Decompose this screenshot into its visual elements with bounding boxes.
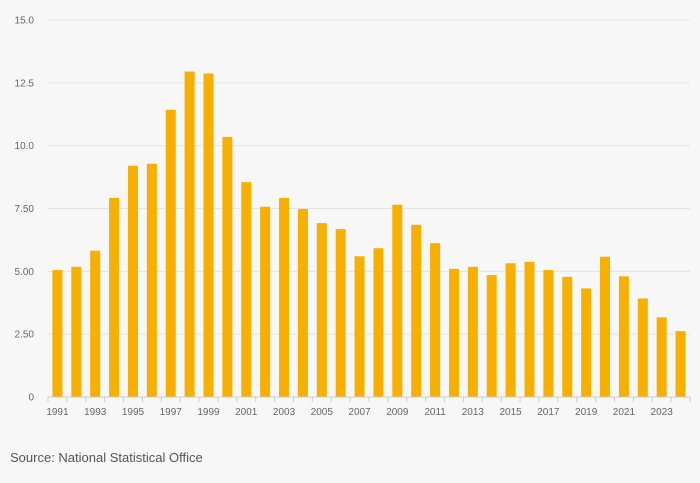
bar-2010 [411, 224, 422, 397]
bar-2021 [618, 276, 629, 397]
bar-2008 [373, 248, 384, 397]
x-tick-label: 2001 [235, 407, 258, 418]
bar-1993 [90, 250, 101, 397]
x-tick-label: 2009 [386, 407, 409, 418]
y-axis-tick-labels: 0 2.50 5.00 7.50 10.0 12.5 15.0 [15, 16, 35, 404]
x-tick-label: 2007 [348, 407, 371, 418]
bar-1999 [203, 73, 214, 397]
bar-2003 [279, 197, 290, 397]
bar-1998 [184, 71, 195, 398]
x-tick-label: 1999 [197, 407, 220, 418]
y-tick-label: 15.0 [15, 16, 35, 27]
x-tick-label: 2011 [424, 407, 446, 418]
bar-2016 [524, 261, 535, 397]
bar-2012 [448, 268, 459, 397]
y-tick-label: 7.50 [15, 204, 35, 215]
bar-1992 [71, 266, 82, 397]
y-tick-label: 5.00 [15, 267, 35, 278]
bar-2006 [335, 229, 346, 397]
bar-2018 [562, 276, 573, 397]
bar-2005 [316, 223, 327, 397]
gridlines [48, 19, 690, 335]
x-tick-label: 2019 [575, 407, 598, 418]
bar-2009 [392, 204, 403, 397]
bar-2002 [260, 206, 271, 397]
bar-2000 [222, 136, 233, 397]
bar-2014 [486, 275, 497, 397]
bar-2019 [581, 288, 592, 397]
bar-1991 [52, 270, 63, 397]
bar-2023 [656, 317, 667, 397]
bar-2020 [600, 256, 611, 397]
x-tick-label: 2015 [499, 407, 522, 418]
bar-2013 [467, 266, 478, 397]
bar-1996 [146, 163, 157, 397]
x-tick-label: 1991 [46, 407, 69, 418]
x-tick-label: 2017 [537, 407, 560, 418]
x-tick-label: 1993 [84, 407, 107, 418]
bar-2022 [637, 298, 648, 397]
x-tick-label: 1995 [122, 407, 145, 418]
x-tick-label: 2021 [613, 407, 636, 418]
x-axis-ticks: 1991 1993 1995 1997 1999 2001 2003 2005 2007 2009… [46, 397, 691, 418]
y-tick-label: 10.0 [15, 141, 35, 152]
bar-2001 [241, 182, 252, 397]
x-tick-label: 2013 [462, 407, 485, 418]
y-tick-label: 0 [28, 393, 34, 404]
bar-1997 [165, 109, 176, 397]
bars [52, 71, 686, 398]
y-tick-label: 12.5 [15, 78, 35, 89]
bar-2004 [297, 209, 308, 397]
bar-2007 [354, 256, 365, 397]
bar-1995 [127, 165, 138, 397]
x-tick-label: 2003 [273, 407, 296, 418]
source-note: Source: National Statistical Office [10, 450, 203, 465]
y-tick-label: 2.50 [15, 330, 35, 341]
bar-1994 [109, 197, 120, 397]
bar-2015 [505, 263, 516, 397]
bar-2024 [675, 331, 686, 397]
x-tick-label: 1997 [160, 407, 183, 418]
bar-2017 [543, 270, 554, 397]
x-tick-label: 2023 [651, 407, 674, 418]
bar-2011 [430, 243, 441, 397]
x-tick-label: 2005 [311, 407, 334, 418]
